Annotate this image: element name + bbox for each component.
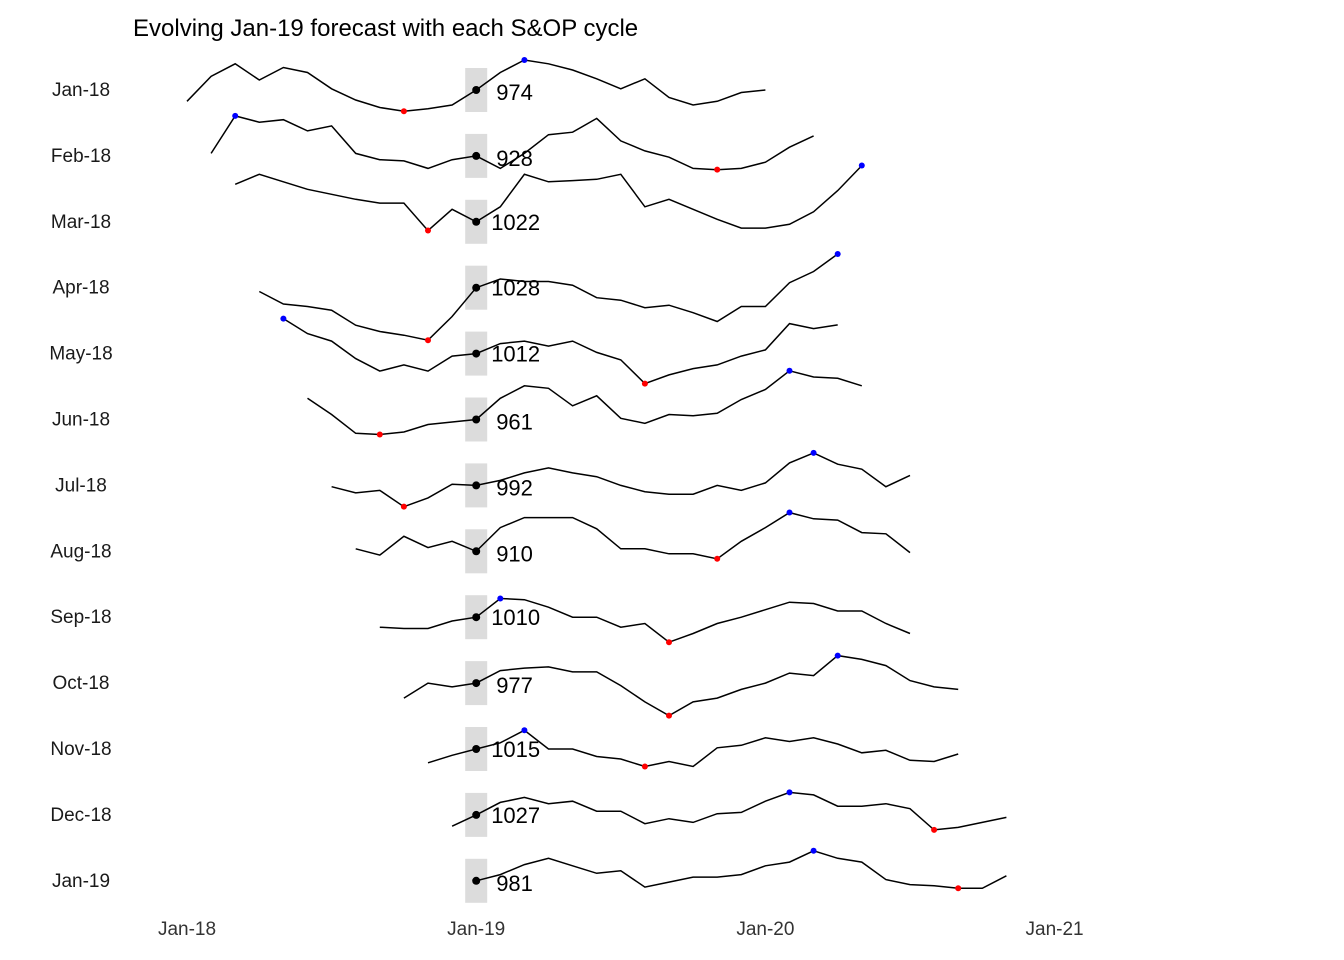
highlight-point bbox=[472, 86, 481, 94]
row-label: Jan-18 bbox=[52, 80, 110, 101]
max-point bbox=[786, 367, 793, 374]
data-label: 928 bbox=[496, 146, 533, 171]
min-point bbox=[714, 555, 721, 562]
series-line bbox=[258, 253, 839, 342]
series-line bbox=[283, 317, 838, 385]
highlight-point bbox=[472, 679, 481, 688]
row-label: Aug-18 bbox=[50, 541, 111, 562]
forecast-row: Aug-18 910 bbox=[50, 509, 911, 574]
data-label: 1027 bbox=[491, 803, 540, 828]
row-label: Feb-18 bbox=[51, 146, 111, 167]
forecast-row: Apr-18 1028 bbox=[52, 250, 841, 344]
row-label: May-18 bbox=[49, 344, 112, 365]
row-label: Dec-18 bbox=[50, 805, 111, 826]
min-point bbox=[666, 712, 672, 719]
min-point bbox=[666, 639, 672, 646]
highlight-point bbox=[472, 217, 481, 226]
series-line bbox=[331, 452, 911, 508]
max-point bbox=[834, 652, 841, 659]
highlight-point bbox=[472, 481, 481, 490]
forecast-row: Feb-18 928 bbox=[51, 112, 814, 178]
highlight-point bbox=[472, 745, 481, 753]
row-label: Jun-18 bbox=[52, 410, 110, 431]
series-line bbox=[355, 511, 911, 560]
max-point bbox=[810, 449, 817, 456]
data-label: 1028 bbox=[491, 276, 540, 301]
min-point bbox=[425, 337, 431, 344]
row-label: Oct-18 bbox=[52, 673, 109, 694]
min-point bbox=[641, 380, 648, 387]
highlight-point bbox=[472, 613, 481, 622]
forecast-row: Jun-18 961 bbox=[52, 367, 863, 442]
min-point bbox=[931, 826, 938, 833]
max-point bbox=[834, 250, 841, 257]
series-line bbox=[476, 849, 1007, 890]
max-point bbox=[786, 789, 793, 796]
forecast-row: Dec-18 1027 bbox=[50, 789, 1007, 837]
forecast-row: May-18 1012 bbox=[49, 315, 838, 387]
series-line bbox=[403, 654, 959, 717]
min-point bbox=[400, 503, 407, 510]
forecast-row: Nov-18 1015 bbox=[50, 727, 959, 771]
forecast-row: Oct-18 977 bbox=[52, 652, 959, 719]
series-line bbox=[234, 165, 863, 232]
max-point bbox=[280, 315, 287, 322]
row-label: Jan-19 bbox=[52, 871, 110, 892]
min-point bbox=[400, 108, 407, 115]
x-tick-label: Jan-21 bbox=[1026, 919, 1084, 940]
data-label: 977 bbox=[496, 673, 533, 698]
highlight-point bbox=[472, 810, 481, 819]
forecast-row: Mar-18 1022 bbox=[51, 162, 865, 244]
highlight-point bbox=[472, 547, 481, 556]
row-label: Apr-18 bbox=[52, 278, 109, 299]
data-label: 1022 bbox=[491, 210, 540, 235]
series-line bbox=[210, 115, 814, 171]
x-tick-label: Jan-19 bbox=[447, 919, 505, 940]
data-label: 1010 bbox=[491, 605, 540, 630]
data-label: 961 bbox=[496, 410, 533, 435]
data-label: 981 bbox=[496, 871, 533, 896]
max-point bbox=[786, 509, 793, 516]
x-tick-label: Jan-20 bbox=[736, 919, 794, 940]
highlight-point bbox=[472, 283, 481, 292]
row-label: Mar-18 bbox=[51, 212, 111, 233]
data-label: 910 bbox=[496, 541, 533, 566]
min-point bbox=[376, 431, 383, 438]
highlight-point bbox=[472, 876, 481, 885]
highlight-point bbox=[472, 151, 481, 160]
min-point bbox=[425, 227, 431, 234]
forecast-row: Jul-18 992 bbox=[55, 449, 911, 510]
x-tick-label: Jan-18 bbox=[158, 919, 216, 940]
min-point bbox=[714, 166, 721, 173]
data-label: 1015 bbox=[491, 737, 540, 762]
row-label: Sep-18 bbox=[50, 607, 111, 628]
max-point bbox=[497, 595, 504, 602]
data-label: 974 bbox=[496, 80, 533, 105]
forecast-row: Jan-18 974 bbox=[52, 57, 766, 115]
forecast-row: Jan-19 981 bbox=[52, 847, 1007, 903]
max-point bbox=[858, 162, 865, 169]
series-line bbox=[451, 791, 1007, 831]
min-point bbox=[955, 885, 962, 892]
highlight-point bbox=[472, 415, 481, 424]
row-label: Jul-18 bbox=[55, 475, 107, 496]
data-label: 1012 bbox=[491, 342, 540, 367]
chart-title: Evolving Jan-19 forecast with each S&OP … bbox=[133, 15, 639, 42]
forecast-row: Sep-18 1010 bbox=[50, 595, 911, 646]
series-line bbox=[307, 369, 863, 436]
max-point bbox=[810, 847, 817, 854]
max-point bbox=[521, 727, 528, 734]
highlight-point bbox=[472, 349, 481, 358]
data-label: 992 bbox=[496, 475, 533, 500]
row-label: Nov-18 bbox=[50, 739, 111, 760]
series-line bbox=[379, 597, 911, 644]
min-point bbox=[641, 763, 648, 770]
max-point bbox=[521, 57, 528, 63]
series-line bbox=[427, 729, 959, 768]
max-point bbox=[232, 112, 239, 119]
